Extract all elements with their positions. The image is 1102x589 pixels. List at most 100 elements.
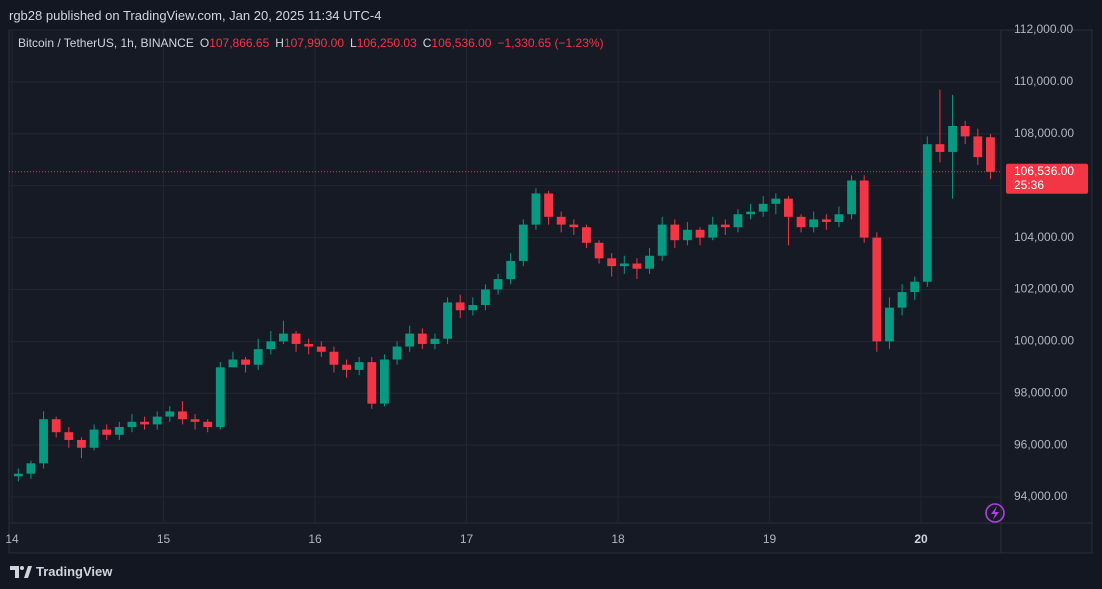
x-tick-label: 14 xyxy=(5,532,19,546)
lightning-icon xyxy=(985,503,1005,523)
candle-body xyxy=(720,224,730,228)
candle-body xyxy=(632,263,642,269)
candle-body xyxy=(178,411,187,420)
candle-body xyxy=(342,364,351,370)
candle-body xyxy=(140,421,149,425)
candle-body xyxy=(733,214,743,228)
candle-body xyxy=(127,421,137,427)
candle-body xyxy=(708,224,718,238)
candle-body xyxy=(367,362,377,404)
ohlc-key: O xyxy=(199,36,210,50)
candle-body xyxy=(910,281,920,293)
candle-body xyxy=(885,307,894,342)
y-tick-label: 110,000.00 xyxy=(1014,74,1073,88)
ohlc-value: 106,250.03 xyxy=(356,36,417,50)
candle-body xyxy=(518,224,528,261)
candle-body xyxy=(279,333,288,342)
candle-body xyxy=(986,137,995,172)
candle-body xyxy=(354,362,364,370)
candle-body xyxy=(380,359,389,404)
candle-body xyxy=(77,439,86,448)
candle-body xyxy=(493,279,503,290)
candle-body xyxy=(594,242,604,259)
ohlc-value: 106,536.00 xyxy=(431,36,492,50)
candle-body xyxy=(556,216,566,225)
candle-body xyxy=(190,419,200,422)
candle-body xyxy=(657,224,667,256)
x-tick-label: 16 xyxy=(308,532,322,546)
candle-body xyxy=(973,136,983,158)
symbol: Bitcoin / TetherUS, 1h, BINANCE xyxy=(18,36,194,50)
ohlc-value: 107,990.00 xyxy=(283,36,344,50)
brand-name: TradingView xyxy=(36,564,113,579)
y-tick-label: 96,000.00 xyxy=(1014,437,1068,451)
candle-body xyxy=(784,198,793,217)
candle-body xyxy=(607,258,617,267)
candle-body xyxy=(102,429,112,435)
candle-body xyxy=(241,359,250,365)
candle-body xyxy=(291,333,301,344)
candle-body xyxy=(935,144,945,152)
candle-body xyxy=(695,229,705,238)
y-tick-label: 108,000.00 xyxy=(1014,126,1074,140)
candle-body xyxy=(809,219,819,228)
candle-body xyxy=(960,126,970,137)
y-tick-label: 104,000.00 xyxy=(1014,230,1074,244)
y-tick-label: 102,000.00 xyxy=(1014,282,1074,296)
candle-body xyxy=(872,237,882,342)
ohlc-legend: Bitcoin / TetherUS, 1h, BINANCE O107,866.… xyxy=(18,36,604,50)
candle-body xyxy=(758,203,768,212)
y-tick-label: 98,000.00 xyxy=(1014,385,1068,399)
candle-body xyxy=(392,346,402,360)
candle-body xyxy=(39,419,48,464)
candle-body xyxy=(506,260,516,280)
y-tick-label: 100,000.00 xyxy=(1014,334,1074,348)
y-tick-label: 94,000.00 xyxy=(1014,489,1068,503)
candle-body xyxy=(897,292,907,308)
candle-body xyxy=(645,255,654,269)
candle-body xyxy=(430,338,440,344)
candle-body xyxy=(821,219,831,223)
candle-body xyxy=(114,426,124,435)
countdown: 25:36 xyxy=(1014,178,1044,192)
candle-body xyxy=(304,343,314,347)
chart-frame xyxy=(8,29,1093,554)
candle-body xyxy=(64,432,74,440)
price-tag-label: 106,536.00 xyxy=(1014,164,1074,178)
candle-body xyxy=(948,126,957,152)
brand: TradingView xyxy=(10,564,112,579)
candle-body xyxy=(796,216,806,228)
candle-body xyxy=(544,193,553,217)
candle-body xyxy=(481,289,490,306)
ohlc-key: H xyxy=(275,36,284,50)
candle-body xyxy=(405,333,415,347)
candle-body xyxy=(165,411,175,417)
x-tick-label: 15 xyxy=(157,532,171,546)
x-tick-label: 20 xyxy=(914,532,928,546)
candle-body xyxy=(316,346,326,352)
candle-body xyxy=(329,351,339,365)
candle-body xyxy=(203,421,213,427)
candle-body xyxy=(266,341,276,350)
candle-body xyxy=(569,224,579,228)
candle-body xyxy=(26,463,36,474)
candle-body xyxy=(417,333,427,344)
y-tick-label: 112,000.00 xyxy=(1014,22,1073,36)
x-tick-label: 17 xyxy=(460,532,474,546)
x-tick-label: 18 xyxy=(611,532,625,546)
candle-body xyxy=(834,214,844,223)
candle-body xyxy=(228,359,238,368)
candle-body xyxy=(253,349,263,365)
candle-body xyxy=(771,198,781,204)
price-tag xyxy=(1006,163,1088,194)
candle-body xyxy=(922,144,932,282)
candle-body xyxy=(215,367,225,427)
x-tick-label: 19 xyxy=(763,532,777,546)
candle-body xyxy=(683,229,692,241)
candle-body xyxy=(619,263,629,267)
publish-line: rgb28 published on TradingView.com, Jan … xyxy=(9,8,382,23)
change: −1,330.65 (−1.23%) xyxy=(497,36,604,50)
ohlc-key: L xyxy=(350,36,357,50)
candle-body xyxy=(582,227,591,243)
